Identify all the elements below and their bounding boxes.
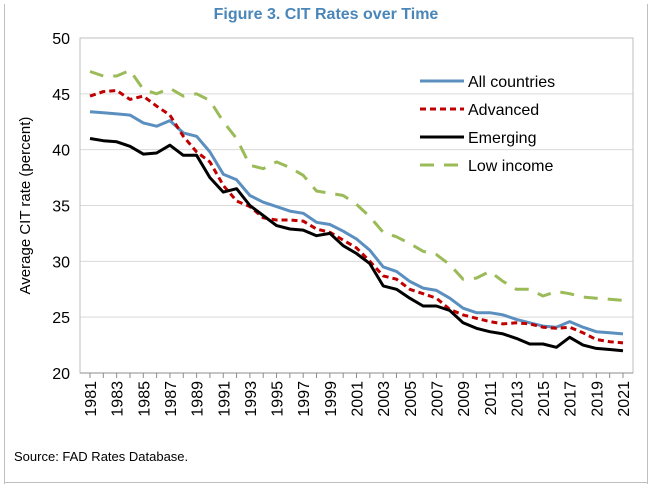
x-tick-label: 1989 bbox=[190, 381, 207, 417]
x-tick-label: 2007 bbox=[429, 381, 446, 417]
y-tick-label: 20 bbox=[52, 366, 70, 383]
legend-label: Advanced bbox=[468, 102, 539, 119]
x-tick-label: 2021 bbox=[616, 381, 633, 417]
x-tick-label: 1991 bbox=[216, 381, 233, 417]
x-tick-label: 1997 bbox=[296, 381, 313, 417]
axes: 20 25 30 35 40 45 50 1981 1983 1985 1987 1989 1991 19… bbox=[52, 31, 634, 417]
y-tick-label: 25 bbox=[52, 310, 70, 327]
y-tick-label: 50 bbox=[52, 31, 70, 48]
x-tick-label: 2009 bbox=[456, 381, 473, 417]
figure-title: Figure 3. CIT Rates over Time bbox=[213, 6, 439, 23]
source-note: Source: FAD Rates Database. bbox=[14, 449, 189, 464]
x-tick-label: 1987 bbox=[163, 381, 180, 417]
figure-frame bbox=[4, 4, 648, 484]
legend-label: Low income bbox=[468, 158, 553, 175]
x-tick-label: 2003 bbox=[376, 381, 393, 417]
x-tick-label: 2015 bbox=[536, 381, 553, 417]
x-tick-label: 1999 bbox=[323, 381, 340, 417]
x-tick-label: 2017 bbox=[563, 381, 580, 417]
x-tick-label: 2001 bbox=[350, 381, 367, 417]
legend-label: All countries bbox=[468, 74, 555, 91]
y-tick-label: 35 bbox=[52, 199, 70, 216]
bottom-rule bbox=[4, 482, 648, 483]
y-axis-title: Average CIT rate (percent) bbox=[17, 117, 34, 295]
series-line-emerging bbox=[89, 137, 624, 353]
x-tick-label: 1983 bbox=[110, 381, 127, 417]
legend: All countries Advanced Emerging Low income bbox=[420, 74, 555, 175]
series-lines bbox=[89, 68, 624, 353]
x-tick-label: 2011 bbox=[483, 381, 500, 416]
x-tick-label: 2019 bbox=[589, 381, 606, 417]
x-tick-label: 1985 bbox=[136, 381, 153, 417]
x-tick-label: 1993 bbox=[243, 381, 260, 417]
y-tick-label: 40 bbox=[52, 143, 70, 160]
y-tick-label: 30 bbox=[52, 254, 70, 271]
x-tick-label: 1995 bbox=[270, 381, 287, 417]
x-tick-label: 1981 bbox=[83, 381, 100, 417]
x-tick-label: 2013 bbox=[509, 381, 526, 417]
series-line-advanced bbox=[89, 89, 624, 345]
x-tick-label: 2005 bbox=[403, 381, 420, 417]
y-tick-label: 45 bbox=[52, 87, 70, 104]
legend-label: Emerging bbox=[468, 130, 536, 147]
series-line-low-income bbox=[89, 68, 624, 302]
